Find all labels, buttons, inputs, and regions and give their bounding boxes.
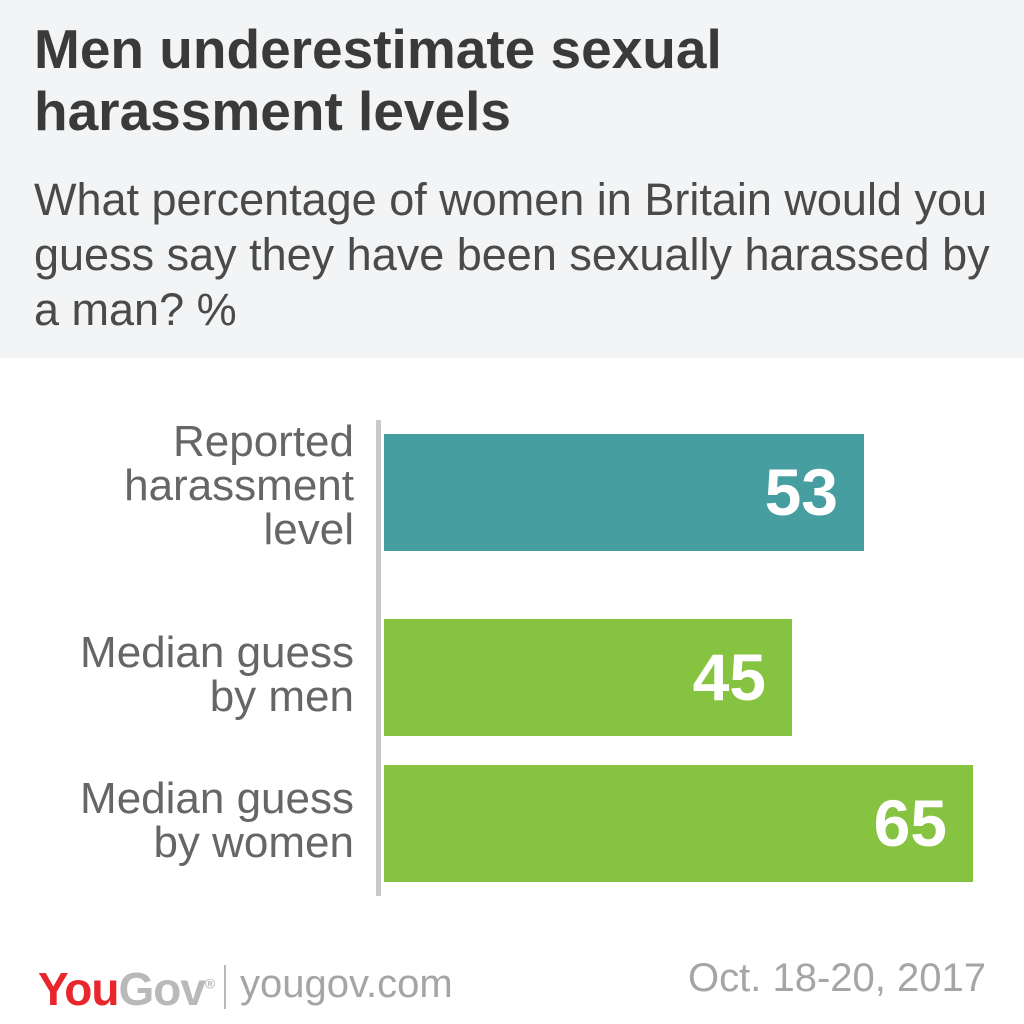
footer-divider bbox=[224, 965, 226, 1009]
bar-1: 53 bbox=[384, 434, 864, 551]
category-label: Median guess by women bbox=[80, 774, 354, 867]
chart-subtitle: What percentage of women in Britain woul… bbox=[34, 174, 990, 335]
header-panel: Men underestimate sexual harassment leve… bbox=[0, 0, 1024, 358]
survey-date: Oct. 18-20, 2017 bbox=[688, 956, 986, 1000]
bar-2: 45 bbox=[384, 619, 792, 736]
footer-url[interactable]: yougov.com bbox=[240, 962, 453, 1006]
category-label: Reported harassment level bbox=[124, 417, 354, 554]
y-axis-line bbox=[376, 420, 381, 896]
bar-value-label: 45 bbox=[692, 640, 766, 714]
category-label: Median guess by men bbox=[80, 628, 354, 721]
bar-value-label: 65 bbox=[873, 786, 947, 860]
chart-title: Men underestimate sexual harassment leve… bbox=[34, 18, 722, 142]
bar-3: 65 bbox=[384, 765, 973, 882]
yougov-logo: YouGov® bbox=[38, 963, 215, 1015]
bar-value-label: 53 bbox=[764, 455, 838, 529]
